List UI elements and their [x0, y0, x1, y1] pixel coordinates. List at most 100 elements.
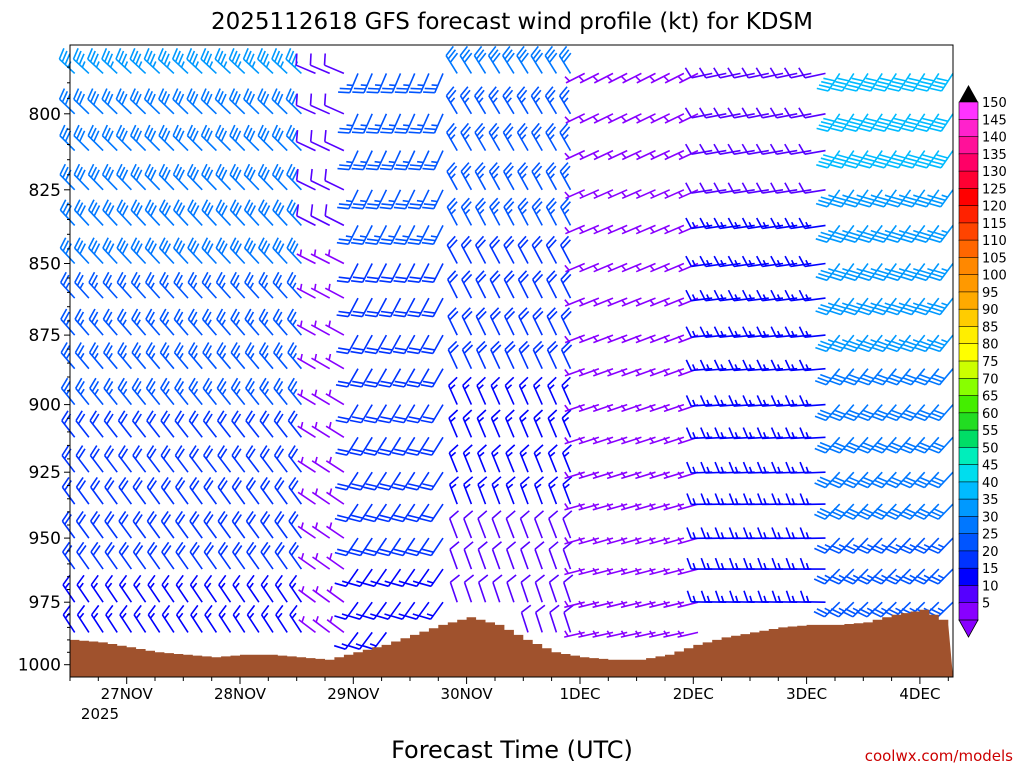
wind-barb	[335, 436, 359, 456]
wind-barb	[871, 334, 897, 353]
wind-barb	[105, 604, 118, 633]
wind-barb	[419, 568, 444, 588]
wind-barb	[634, 567, 656, 576]
wind-barb	[87, 124, 104, 152]
wind-barb	[663, 72, 685, 84]
wind-barb	[491, 541, 503, 570]
x-tick-label: 4DEC	[899, 685, 940, 703]
wind-barb	[546, 340, 559, 370]
wind-barb	[799, 427, 826, 440]
wind-barb	[858, 263, 883, 282]
wind-barb	[102, 271, 118, 299]
colorbar-swatch	[958, 446, 979, 466]
wind-barb	[816, 150, 841, 169]
wind-barb	[784, 143, 812, 155]
wind-barb	[915, 150, 940, 169]
wind-barb	[886, 263, 912, 282]
wind-barb	[517, 235, 529, 264]
wind-barb	[325, 353, 345, 370]
wind-barb	[677, 189, 699, 200]
y-tick-label: 975	[29, 593, 61, 613]
wind-barb	[366, 113, 388, 134]
wind-barb	[116, 237, 132, 265]
wind-barb	[531, 197, 543, 226]
wind-barb	[258, 342, 274, 370]
wind-barb	[635, 297, 656, 307]
wind-barb	[325, 320, 345, 336]
wind-barb	[274, 510, 288, 539]
wind-barb	[519, 409, 529, 438]
wind-barb	[504, 376, 515, 405]
wind-barb	[578, 224, 600, 235]
wind-barb	[798, 289, 826, 302]
wind-barb	[914, 189, 940, 208]
wind-barb	[59, 271, 76, 299]
wind-barb	[161, 604, 175, 633]
wind-barb	[188, 410, 203, 438]
wind-barb	[201, 308, 218, 336]
wind-barb	[214, 124, 232, 152]
wind-barb	[187, 199, 203, 226]
colorbar-swatch	[958, 429, 979, 449]
wind-barb	[201, 163, 217, 191]
wind-barb	[489, 235, 501, 264]
wind-barb	[620, 224, 642, 235]
colorbar-swatch	[958, 498, 979, 518]
wind-barb	[186, 124, 203, 152]
wind-barb	[230, 377, 246, 406]
wind-barb	[146, 445, 161, 473]
wind-barb	[202, 410, 218, 438]
wind-barb	[533, 444, 544, 473]
wind-barb	[200, 47, 217, 74]
wind-barb	[408, 113, 430, 134]
wind-barb	[228, 47, 246, 74]
wind-barb	[230, 308, 246, 336]
wind-barb	[517, 197, 529, 226]
wind-barb	[257, 124, 274, 152]
wind-barb	[337, 113, 359, 134]
wind-barb	[798, 217, 826, 230]
wind-barb	[311, 456, 331, 473]
wind-barb	[326, 585, 345, 603]
wind-barb	[475, 307, 487, 336]
wind-barb	[407, 189, 430, 210]
wind-barb	[337, 150, 359, 171]
wind-barb	[73, 88, 90, 115]
wind-barb	[379, 225, 402, 245]
wind-barb	[548, 476, 559, 505]
wind-barb	[914, 368, 940, 386]
wind-barb	[857, 404, 883, 422]
colorbar-swatch	[958, 188, 979, 207]
wind-barb	[423, 73, 444, 94]
wind-barb	[559, 197, 572, 226]
wind-barb	[606, 471, 628, 480]
wind-barb	[260, 541, 274, 570]
wind-barb	[858, 113, 883, 132]
wind-barb	[200, 88, 217, 115]
wind-barb	[488, 162, 501, 191]
wind-barb	[621, 149, 642, 161]
wind-barb	[755, 143, 784, 155]
wind-barb	[474, 235, 487, 264]
wind-barb	[312, 585, 331, 603]
wind-barb	[362, 631, 388, 650]
wind-barb	[323, 53, 345, 75]
wind-barb	[309, 53, 331, 75]
wind-barb	[559, 235, 572, 264]
wind-barb	[489, 270, 501, 299]
wind-barb	[173, 308, 189, 336]
wind-barb	[147, 574, 161, 603]
wind-barb	[174, 445, 189, 473]
colorbar-label: 145	[982, 113, 1007, 128]
wind-barb	[286, 237, 302, 265]
wind-barb	[335, 404, 359, 424]
wind-barb	[310, 168, 331, 191]
wind-barb	[392, 404, 416, 424]
wind-barb	[104, 476, 118, 505]
wind-barb	[533, 476, 545, 505]
x-tick-label: 3DEC	[786, 685, 827, 703]
wind-barb	[445, 86, 458, 115]
wind-barb	[798, 67, 826, 79]
wind-barb	[103, 410, 118, 438]
